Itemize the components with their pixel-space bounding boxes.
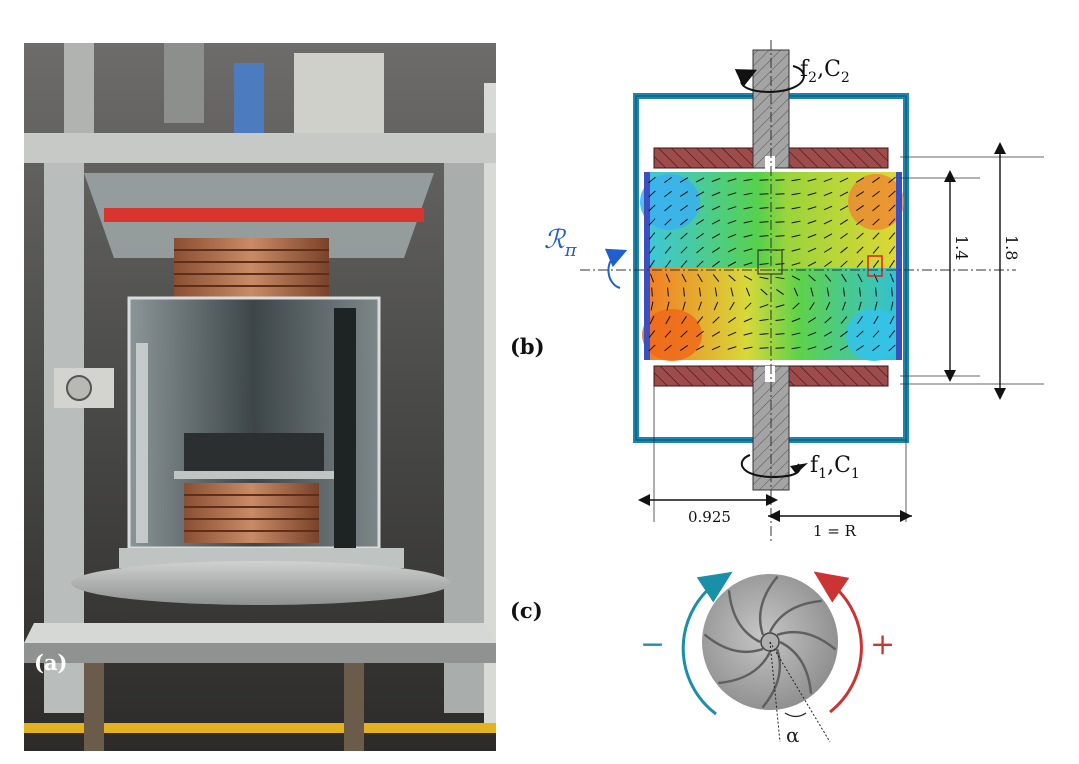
bottom-rotation-label: f1,C1 — [810, 453, 860, 482]
plus-label: + — [870, 627, 895, 662]
rotation-plus-arrow: + — [813, 571, 895, 714]
dimension-height-inner: 1.4 — [900, 170, 980, 382]
panel-label-b: (b) — [510, 334, 545, 359]
dimension-radius: 1 = R — [768, 440, 912, 540]
impeller-blade-diagram: α — [702, 574, 838, 747]
dimension-height-outer: 1.8 — [900, 142, 1044, 400]
angle-label: α — [786, 723, 800, 747]
svg-text:1.8: 1.8 — [1002, 235, 1021, 260]
experiment-photo — [24, 43, 496, 751]
top-rotation-label: f2,C2 — [800, 57, 850, 86]
panel-label-a: (a) — [34, 650, 68, 675]
rotation-minus-arrow: − — [640, 571, 733, 716]
svg-text:0.925: 0.925 — [688, 508, 731, 526]
velocity-field — [640, 172, 904, 361]
symmetry-axes — [580, 40, 1016, 542]
svg-text:1 = R: 1 = R — [813, 522, 857, 540]
dimension-radius-impeller: 0.925 — [638, 386, 778, 526]
svg-text:1.4: 1.4 — [952, 235, 971, 260]
panel-label-c: (c) — [510, 598, 543, 623]
schematic-panels: f2,C2 f1,C1 ℛπ 1.4 — [540, 30, 1079, 764]
top-rotation-arrow — [734, 65, 805, 94]
symmetry-rotation-arrow — [604, 248, 628, 289]
minus-label: − — [640, 627, 665, 662]
symmetry-label: ℛπ — [544, 225, 578, 261]
